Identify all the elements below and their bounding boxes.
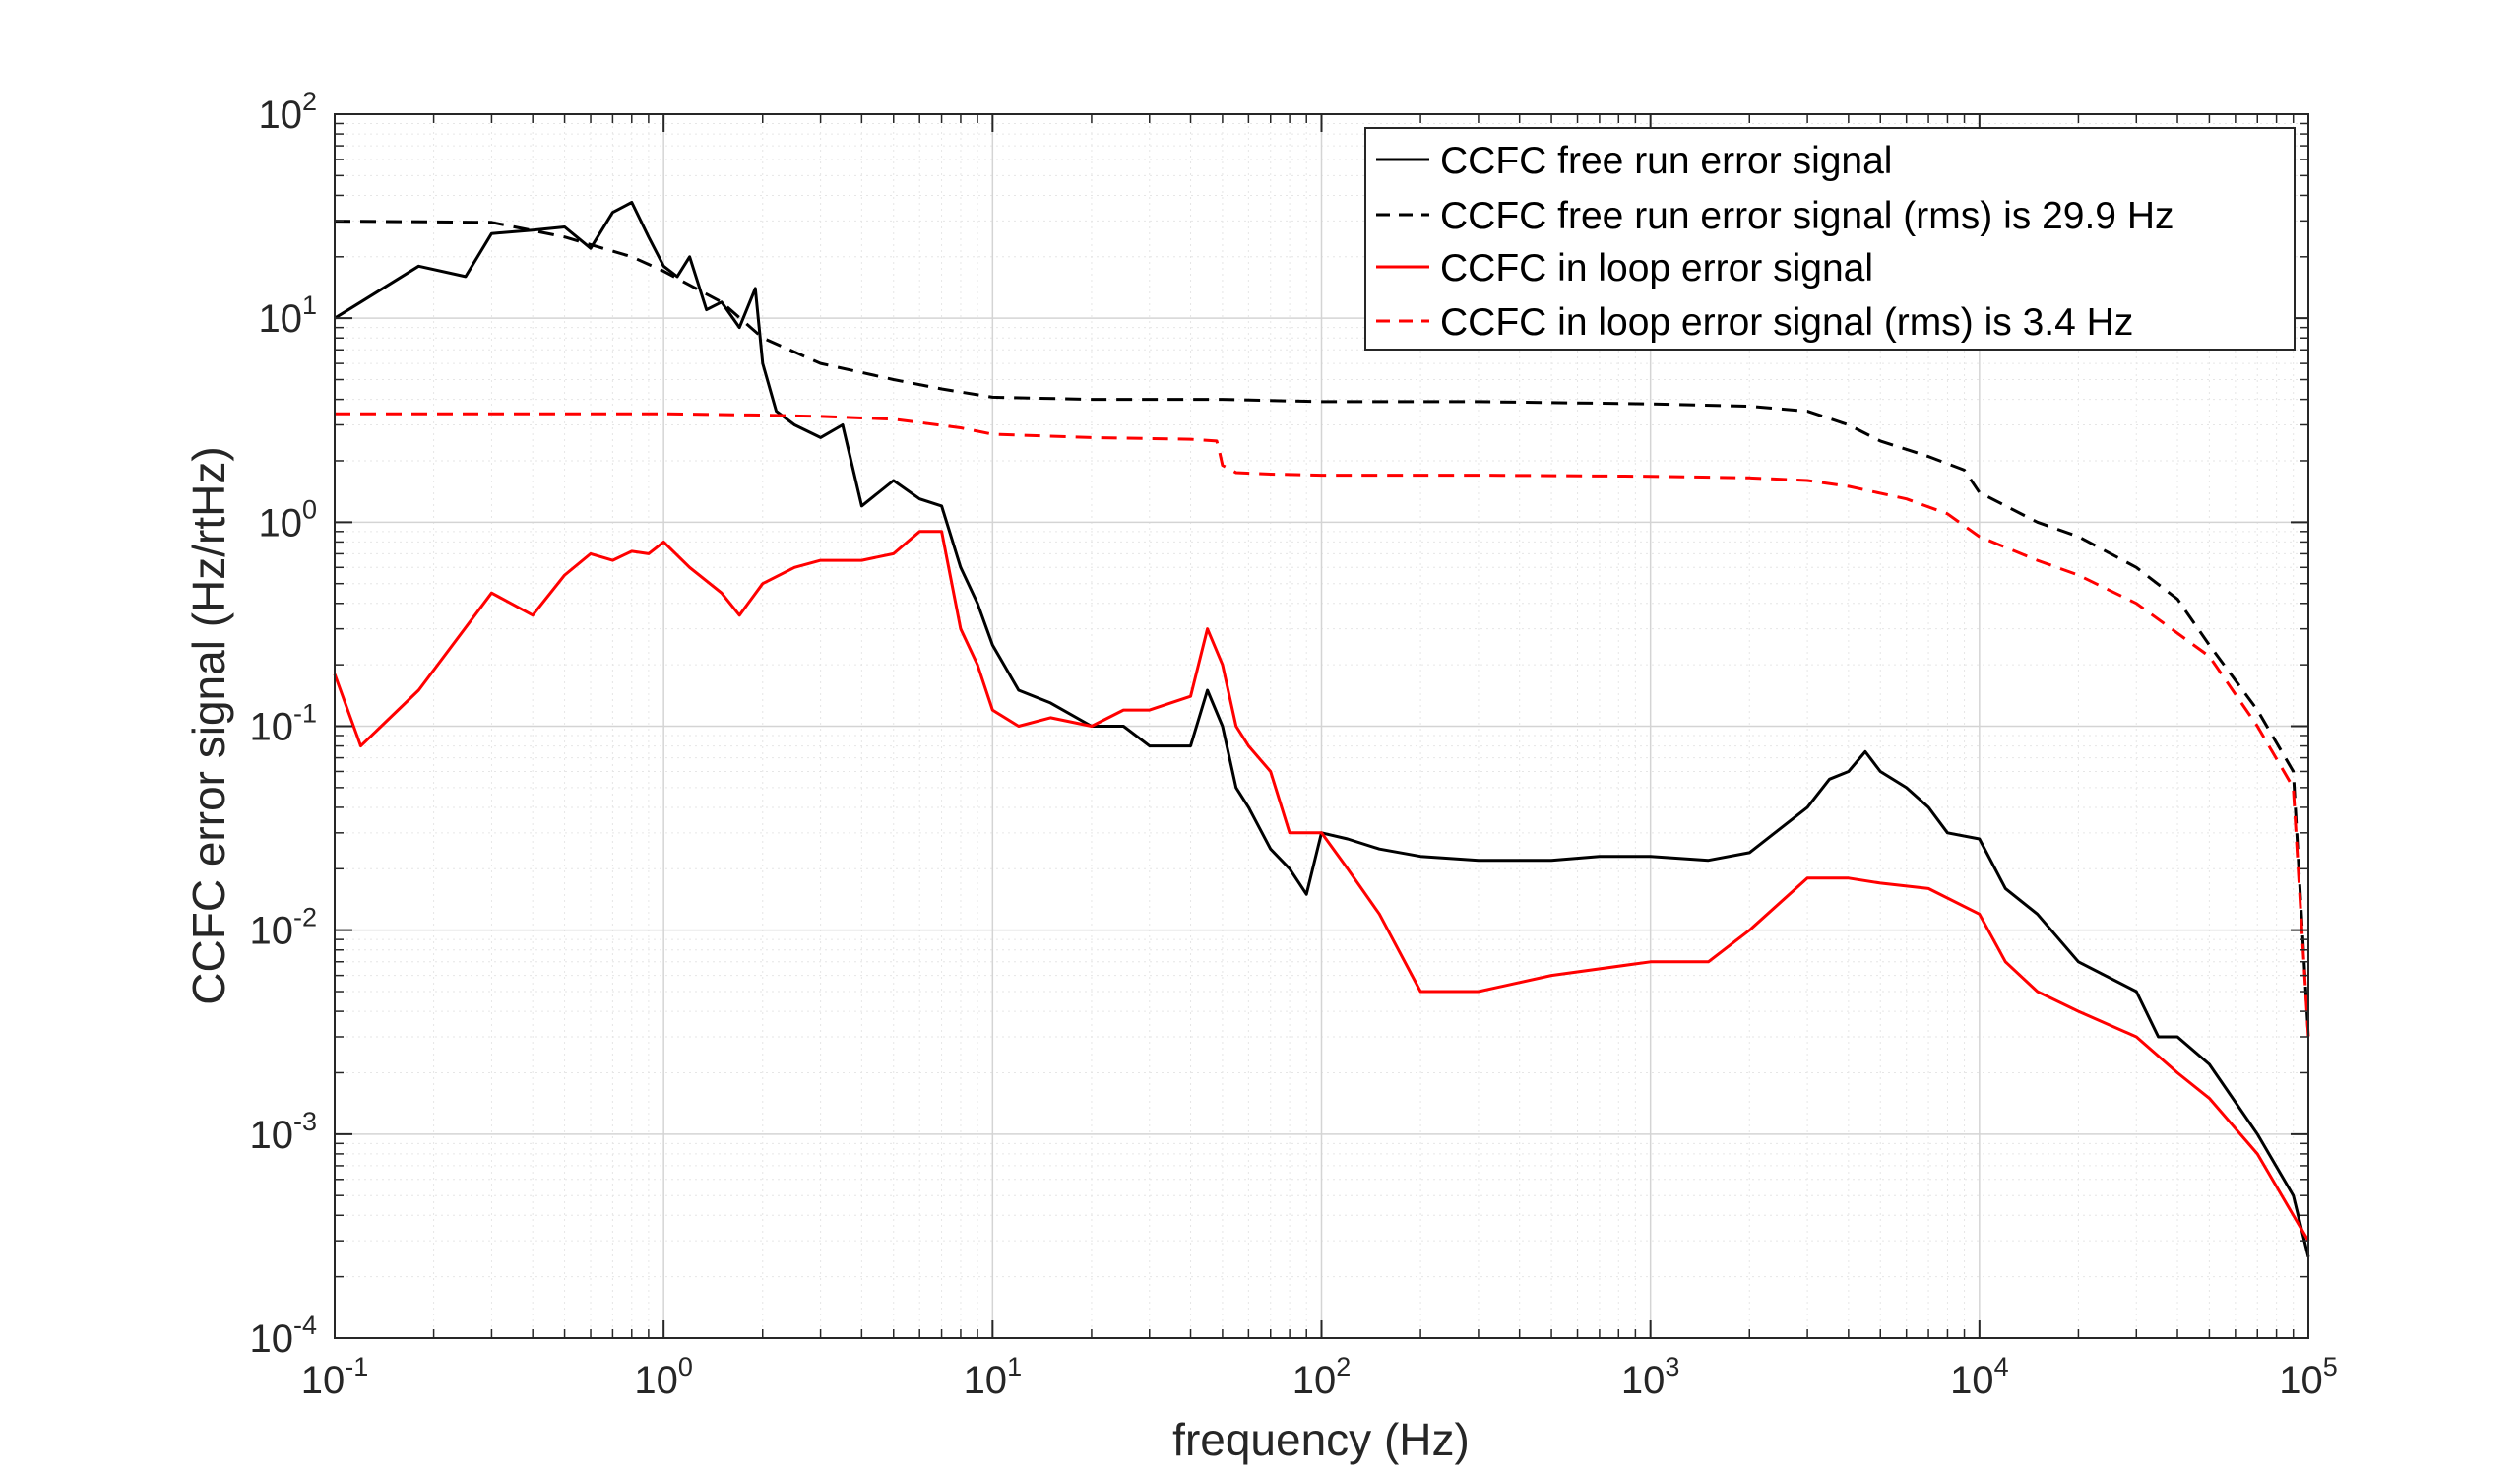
- series-layer: [333, 201, 2310, 1257]
- y-tick-label-exponent: -2: [293, 903, 317, 932]
- y-tick-label-base: 10: [249, 706, 293, 749]
- y-tick-label-base: 10: [249, 910, 293, 953]
- x-tick-label-base: 10: [1621, 1359, 1666, 1402]
- y-tick-label-exponent: -1: [293, 699, 317, 729]
- x-tick-label-exponent: 0: [678, 1352, 693, 1381]
- x-tick-label: 104: [1950, 1352, 2009, 1402]
- x-tick-label-exponent: -1: [345, 1352, 368, 1381]
- legend-label-in-loop: CCFC in loop error signal: [1440, 247, 1873, 289]
- legend-label-free-run: CCFC free run error signal: [1440, 140, 1892, 182]
- x-tick-label-base: 10: [2279, 1359, 2323, 1402]
- series-line-1: [334, 220, 2310, 1038]
- series-line-2: [333, 530, 2310, 1242]
- series-line-0: [334, 201, 2310, 1257]
- axis-ticks: [334, 113, 2309, 1339]
- y-tick-label: 100: [258, 494, 317, 545]
- x-axis-label: frequency (Hz): [1172, 1414, 1470, 1465]
- y-tick-label: 102: [258, 87, 317, 137]
- x-tick-label: 105: [2279, 1352, 2338, 1402]
- x-tick-label-base: 10: [634, 1359, 678, 1402]
- legend-label-free-run-rms: CCFC free run error signal (rms) is 29.9…: [1440, 195, 2174, 237]
- x-tick-label-exponent: 4: [1994, 1352, 2009, 1381]
- x-tick-label: 10-1: [301, 1352, 369, 1402]
- y-tick-label-exponent: -4: [293, 1311, 317, 1340]
- x-tick-label-base: 10: [964, 1359, 1008, 1402]
- y-tick-label: 10-1: [249, 699, 317, 749]
- x-tick-label: 103: [1621, 1352, 1680, 1402]
- y-tick-label-exponent: 0: [302, 494, 317, 524]
- y-tick-label: 10-4: [249, 1311, 317, 1361]
- y-tick-label-base: 10: [258, 501, 302, 545]
- x-tick-label-base: 10: [1950, 1359, 1994, 1402]
- y-axis-label: CCFC error signal (Hz/rtHz): [183, 446, 234, 1004]
- x-tick-label: 102: [1292, 1352, 1352, 1402]
- y-tick-label-base: 10: [249, 1317, 293, 1361]
- y-tick-label: 10-2: [249, 903, 317, 953]
- x-tick-label: 100: [634, 1352, 693, 1402]
- y-tick-label-base: 10: [258, 94, 302, 137]
- series-line-3: [335, 412, 2310, 1038]
- legend-box: [1364, 127, 2296, 351]
- y-tick-label-base: 10: [258, 297, 302, 341]
- x-tick-label-exponent: 3: [1665, 1352, 1679, 1381]
- y-tick-label: 10-3: [249, 1107, 317, 1157]
- x-tick-label-base: 10: [301, 1359, 346, 1402]
- x-tick-labels: 10-1 100 101 102 103 104 105: [301, 1352, 2338, 1402]
- y-tick-label-exponent: -3: [293, 1107, 317, 1136]
- legend-label-in-loop-rms: CCFC in loop error signal (rms) is 3.4 H…: [1440, 301, 2133, 344]
- x-tick-label: 101: [964, 1352, 1023, 1402]
- x-tick-label-exponent: 1: [1007, 1352, 1022, 1381]
- x-tick-label-exponent: 5: [2323, 1352, 2338, 1381]
- y-tick-label-exponent: 2: [302, 87, 317, 116]
- y-tick-label-base: 10: [249, 1114, 293, 1157]
- legend: CCFC free run error signal CCFC free run…: [1364, 127, 2296, 351]
- x-tick-label-exponent: 2: [1336, 1352, 1351, 1381]
- y-tick-label-exponent: 1: [302, 290, 317, 320]
- y-tick-label: 101: [258, 290, 317, 341]
- x-tick-label-base: 10: [1292, 1359, 1337, 1402]
